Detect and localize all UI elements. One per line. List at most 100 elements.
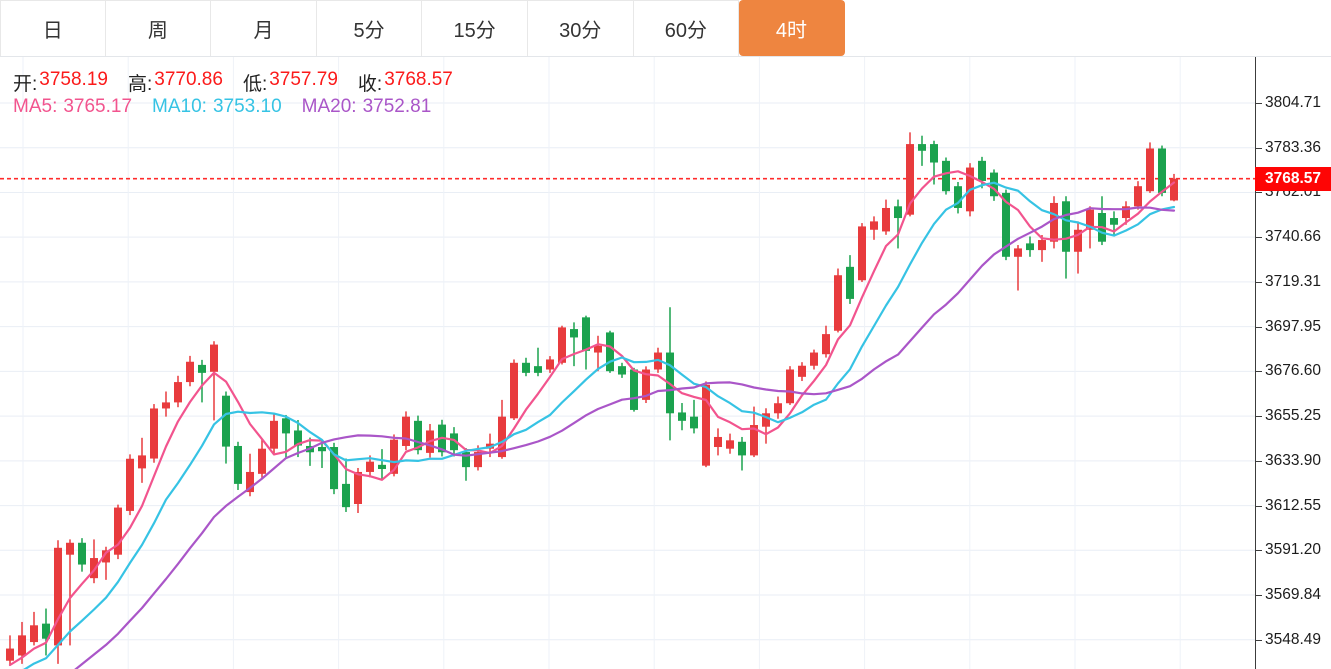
candle-body-up: [54, 547, 62, 646]
price-axis: 3768.57 3804.71 3783.36 3762.01 3740.66 3719…: [1255, 57, 1331, 669]
axis-tick: [1256, 371, 1262, 373]
axis-label: 3612.55: [1265, 496, 1322, 514]
candle-body-down: [378, 464, 386, 470]
candle-body-down: [990, 172, 998, 197]
axis-tick: [1256, 460, 1262, 462]
tab-4时-active[interactable]: 4时: [739, 0, 845, 56]
candle-body-down: [630, 369, 638, 410]
axis-label: 3569.84: [1265, 586, 1322, 604]
candle-body-up: [402, 416, 410, 446]
candle-body-down: [954, 186, 962, 208]
candle-body-up: [30, 625, 38, 643]
candle-body-down: [42, 623, 50, 639]
axis-tick: [1256, 595, 1262, 597]
candle-body-up: [810, 352, 818, 366]
candle-body-up: [138, 455, 146, 469]
axis-label: 3676.60: [1265, 362, 1322, 380]
tab-15分[interactable]: 15分: [422, 0, 528, 56]
ohlc-open: 开: 3758.19: [13, 69, 108, 96]
ma5-value: 3765.17: [63, 96, 133, 117]
ma20-label: MA20:: [301, 96, 357, 117]
high-value: 3770.86: [154, 69, 223, 90]
candle-body-up: [90, 558, 98, 579]
candle-body-up: [774, 403, 782, 414]
chart-canvas: [0, 57, 1255, 669]
candle-body-down: [330, 447, 338, 490]
low-label: 低:: [242, 74, 268, 95]
candle-body-up: [786, 369, 794, 404]
candle-body-down: [930, 144, 938, 163]
candle-body-down: [606, 332, 614, 372]
candle-body-up: [558, 327, 566, 363]
candle-body-up: [6, 648, 14, 661]
candle-body-up: [906, 144, 914, 215]
candle-body-down: [894, 206, 902, 219]
axis-tick: [1256, 550, 1262, 552]
candlestick-chart: 开: 3758.19 高: 3770.86 低: 3757.79 收: 3768…: [0, 57, 1256, 669]
tab-5分[interactable]: 5分: [316, 0, 423, 56]
axis-label: 3783.36: [1265, 138, 1322, 156]
candles-group: [6, 132, 1178, 666]
axis-label: 3740.66: [1265, 228, 1322, 246]
tab-月[interactable]: 月: [211, 0, 317, 56]
tab-60分[interactable]: 60分: [633, 0, 740, 56]
candle-body-down: [918, 144, 926, 151]
candle-body-up: [66, 542, 74, 555]
candle-body-up: [1122, 206, 1130, 219]
tab-周[interactable]: 周: [105, 0, 212, 56]
candle-body-up: [546, 359, 554, 370]
candle-body-down: [78, 542, 86, 565]
tab-30分[interactable]: 30分: [527, 0, 634, 56]
timeframe-tabbar: 日周月 5分 15分 30分 60分 4时: [0, 0, 1331, 57]
candle-body-up: [162, 402, 170, 409]
candle-body-down: [342, 483, 350, 508]
ma20-value: 3752.81: [362, 96, 432, 117]
ma20-line: [74, 206, 1176, 669]
open-label: 开:: [13, 74, 38, 95]
candle-body-down: [198, 364, 206, 373]
candle-body-up: [366, 461, 374, 472]
candle-body-up: [882, 207, 890, 232]
candle-body-down: [282, 418, 290, 434]
candle-body-up: [1038, 240, 1046, 251]
open-value: 3758.19: [39, 69, 108, 90]
ohlc-close: 收: 3768.57: [358, 69, 453, 96]
candle-body-down: [450, 433, 458, 451]
candle-body-down: [234, 445, 242, 484]
candle-body-down: [534, 366, 542, 373]
candle-body-down: [462, 452, 470, 468]
candle-body-down: [690, 416, 698, 429]
candle-body-up: [702, 384, 710, 466]
axis-label: 3719.31: [1265, 272, 1322, 290]
candle-body-up: [870, 221, 878, 230]
candle-body-up: [1086, 209, 1094, 230]
candle-body-up: [174, 382, 182, 403]
candle-body-down: [846, 266, 854, 299]
candle-body-down: [222, 395, 230, 447]
candle-body-down: [942, 160, 950, 192]
candle-body-up: [750, 425, 758, 456]
candle-body-up: [258, 448, 266, 474]
axis-tick: [1256, 639, 1262, 641]
candle-body-down: [678, 412, 686, 421]
tab-日[interactable]: 日: [0, 0, 106, 56]
candle-body-up: [1050, 202, 1058, 242]
candle-body-up: [498, 416, 506, 458]
candle-body-down: [1062, 201, 1070, 252]
candle-body-up: [822, 334, 830, 355]
candle-body-up: [834, 275, 842, 331]
close-value: 3768.57: [384, 69, 453, 90]
ohlc-readout: 开: 3758.19 高: 3770.86 低: 3757.79 收: 3768…: [13, 69, 453, 96]
candle-body-up: [114, 507, 122, 555]
axis-label: 3591.20: [1265, 541, 1322, 559]
candle-body-up: [1134, 186, 1142, 207]
candle-body-up: [714, 436, 722, 448]
ma5-line: [8, 170, 1176, 667]
axis-tick: [1256, 326, 1262, 328]
axis-tick: [1256, 147, 1262, 149]
candle-body-down: [582, 317, 590, 351]
axis-label: 3655.25: [1265, 407, 1322, 425]
axis-tick: [1256, 237, 1262, 239]
candle-body-down: [318, 447, 326, 452]
